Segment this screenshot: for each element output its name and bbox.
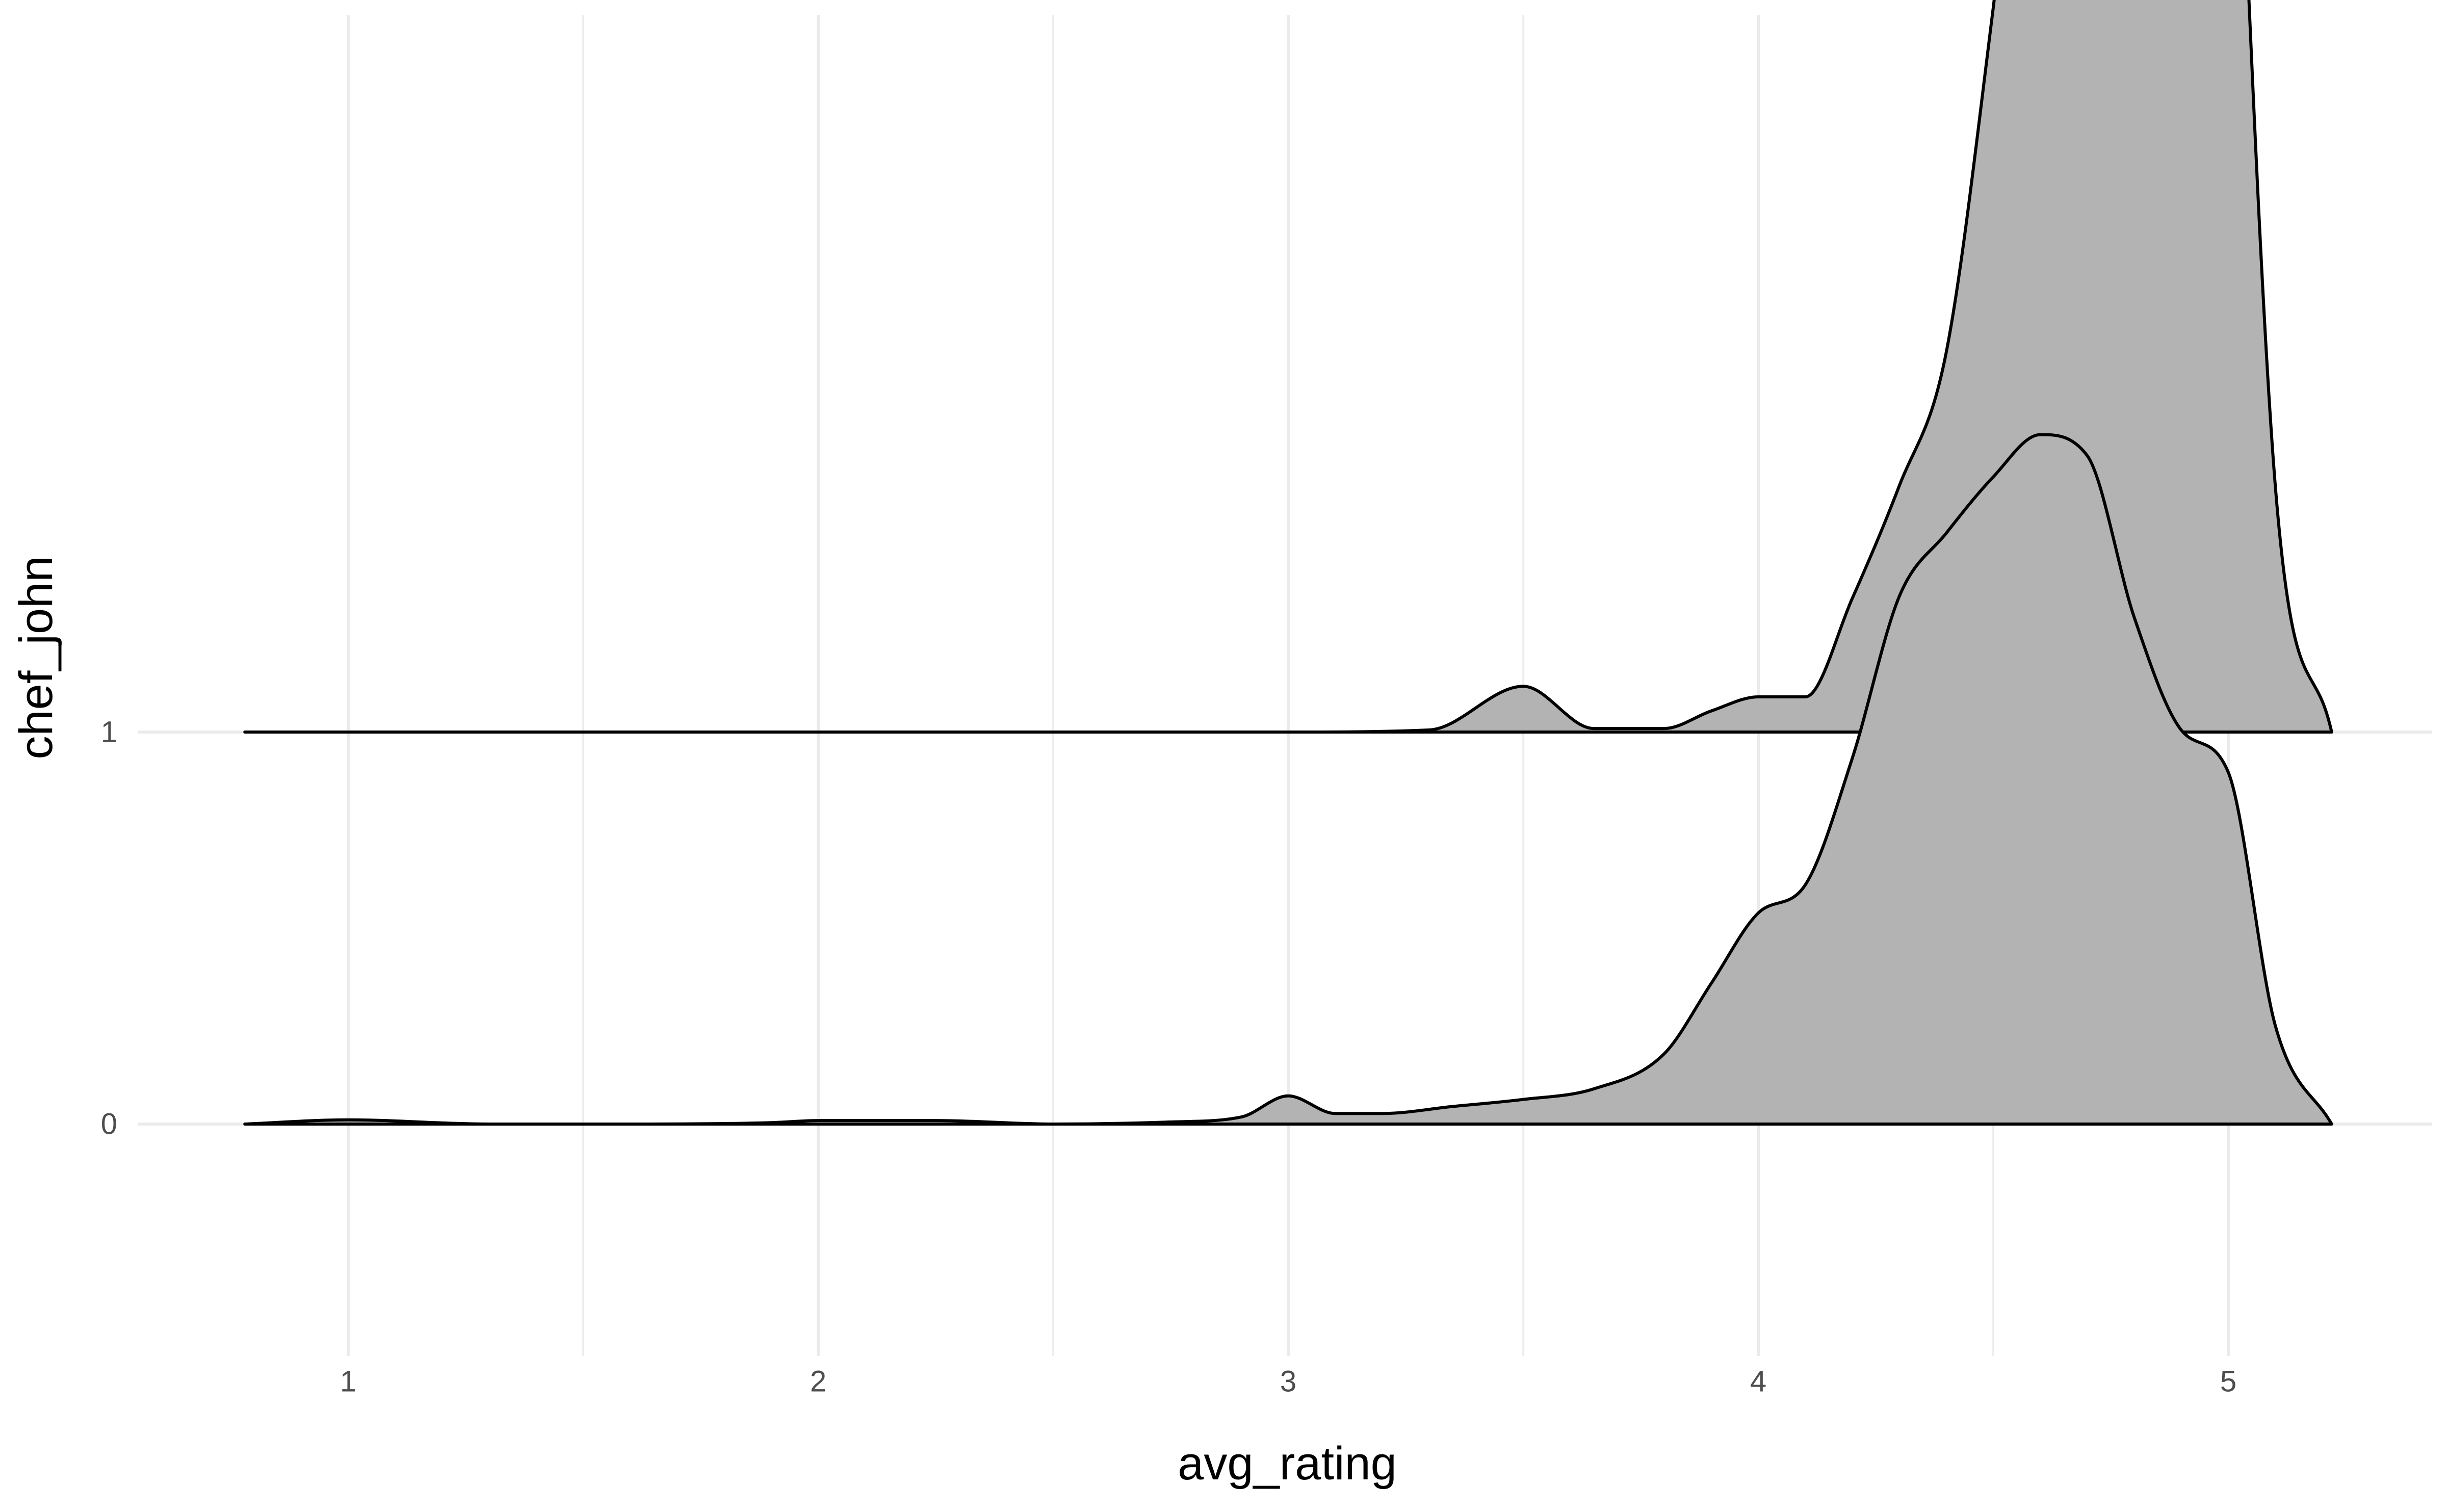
- x-tick-label: 2: [810, 1365, 826, 1398]
- x-tick-labels: 1 2 3 4 5: [340, 1365, 2236, 1398]
- y-tick-label: 0: [101, 1108, 117, 1141]
- x-tick-label: 5: [2220, 1365, 2236, 1398]
- ridges: [243, 0, 2333, 1126]
- y-axis-title: chef_john: [10, 556, 62, 760]
- y-tick-labels: 01: [101, 716, 117, 1141]
- x-tick-label: 3: [1280, 1365, 1296, 1398]
- x-tick-label: 1: [340, 1365, 356, 1398]
- x-tick-label: 4: [1750, 1365, 1766, 1398]
- density-ridge-0: [243, 433, 2333, 1126]
- x-axis-title: avg_rating: [1178, 1438, 1397, 1490]
- y-tick-label: 1: [101, 716, 117, 749]
